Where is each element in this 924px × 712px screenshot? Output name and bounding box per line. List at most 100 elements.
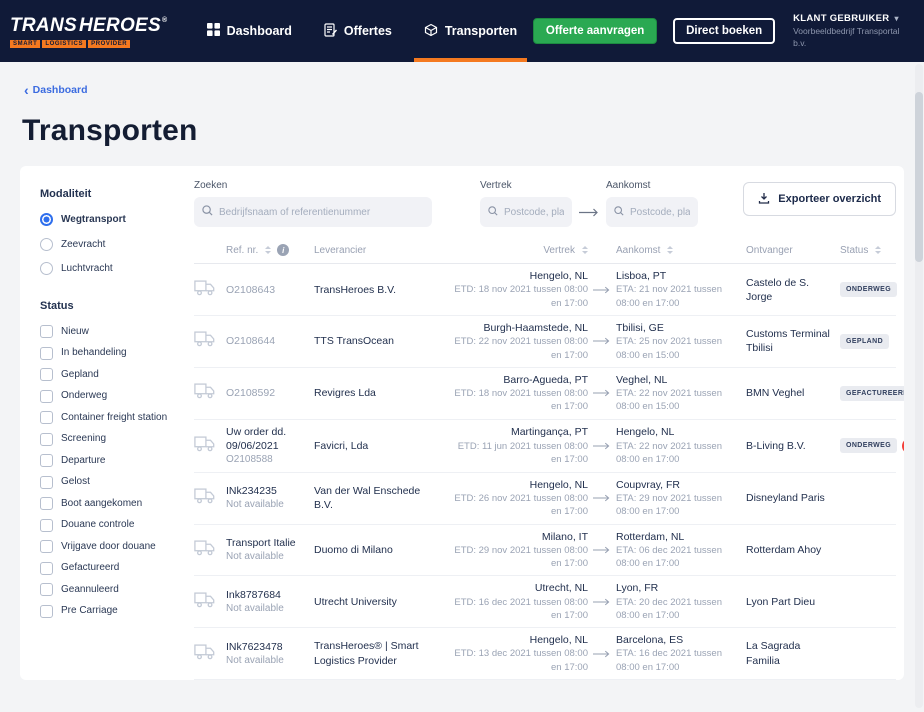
status-option[interactable]: Pre Carriage [40,604,170,618]
aankomst-place: Barcelona, ES [616,634,684,647]
option-label: Container freight station [61,411,168,423]
modaliteit-option[interactable]: Wegtransport [40,213,170,227]
status-option[interactable]: Geannuleerd [40,583,170,596]
sort-icon[interactable] [667,246,674,255]
checkbox-icon [40,389,53,403]
option-label: Boot aangekomen [61,497,143,509]
nav-item-transporten[interactable]: Transporten [408,0,533,62]
nav-label: Offertes [343,24,392,38]
main-nav: Dashboard Offertes Transporten [191,0,533,62]
breadcrumb[interactable]: ‹ Dashboard [24,83,88,97]
header-ontvanger: Ontvanger [746,245,840,256]
modaliteit-option[interactable]: Luchtvracht [40,262,170,276]
table-row[interactable]: Ink8787684 Not available Utrecht Univers… [194,576,896,629]
direct-boeken-button[interactable]: Direct boeken [673,17,776,45]
export-button[interactable]: Exporteer overzicht [743,182,896,216]
option-label: Gelost [61,476,90,487]
alert-count-badge[interactable]: 1 [902,437,904,454]
export-button-label: Exporteer overzicht [778,193,881,205]
ref-number: INk234235 [226,485,277,498]
status-option[interactable]: Douane controle [40,518,170,532]
status-option[interactable]: Onderweg [40,389,170,403]
vertrek-etd: ETD: 26 nov 2021 tussen 08:00 en 17:00 [454,493,588,518]
column-label: Ref. nr. [226,244,259,256]
table-row[interactable]: O2108643 TransHeroes B.V. Hengelo, NL ET… [194,264,898,317]
modaliteit-option[interactable]: Zeevracht [40,237,170,252]
table-row[interactable]: INk234235 Not available Van der Wal Ensc… [194,473,896,525]
nav-label: Dashboard [226,24,292,38]
status-badge: GEPLAND [840,333,890,349]
column-label: Status [840,244,869,256]
option-label: Geannuleerd [61,583,119,595]
table-row[interactable]: O2108644 TTS TransOcean Burgh-Haamstede,… [194,316,896,368]
leverancier-cell: Van der Wal Enschede B.V. [314,485,421,512]
status-option[interactable]: Screening [40,432,170,446]
tagline-smart: SMART [10,39,41,48]
table-row[interactable]: Uw order dd. 09/06/2021 O2108588 Favicri… [194,420,904,473]
status-option[interactable]: Boot aangekomen [40,497,170,510]
status-option[interactable]: Container freight station [40,411,170,424]
status-option[interactable]: Departure [40,454,170,467]
status-option[interactable]: Vrijgave door douane [40,540,170,553]
ontvanger-cell: La Sagrada Familia [746,640,801,667]
option-label: Luchtvracht [61,263,113,274]
sort-icon[interactable] [875,246,882,255]
status-cell: ONDERWEG 1 [840,437,904,454]
checkbox-icon [40,346,53,360]
aankomst-cell: Lisboa, PT ETA: 21 nov 2021 tussen 08:00… [614,269,746,310]
transports-card: Modaliteit Wegtransport Zeevracht Luchtv… [20,166,904,680]
offerte-aanvragen-button[interactable]: Offerte aanvragen [533,17,658,45]
search-icon [614,203,624,221]
table-row[interactable]: INk7623478 Not available TransHeroes® | … [194,628,896,680]
user-menu[interactable]: KLANT GEBRUIKER ▾ Voorbeeldbedrijf Trans… [793,13,912,49]
status-option[interactable]: Gepland [40,368,170,381]
truck-icon [194,643,226,665]
scrollbar-thumb[interactable] [915,92,923,262]
checkbox-icon [40,411,53,424]
truck-icon [194,330,226,352]
aankomst-place: Lisboa, PT [616,270,667,283]
vertrek-etd: ETD: 29 nov 2021 tussen 08:00 en 17:00 [454,544,588,570]
brand-logo[interactable]: TRANS HEROES ® SMART LOGISTICS PROVIDER [10,14,167,48]
ontvanger-cell: Disneyland Paris [746,492,825,505]
brand-part1: TRANS [10,14,77,36]
vertrek-etd: ETD: 16 dec 2021 tussen 08:00 en 17:00 [454,596,588,621]
leverancier-cell: TransHeroes® | Smart Logistics Provider [314,640,419,667]
leverancier-cell: TTS TransOcean [314,335,394,348]
option-label: Gefactureerd [61,562,120,573]
search-icon [488,203,498,221]
header-ref-nr[interactable]: Ref. nr. i [226,244,314,257]
option-label: Screening [61,433,107,444]
table-row[interactable]: O2108592 Revigres Lda Barro-Agueda, PT E… [194,368,904,420]
status-option[interactable]: In behandeling [40,346,170,360]
status-option[interactable]: Gelost [40,475,170,489]
search-input-wrap [194,197,432,227]
nav-item-dashboard[interactable]: Dashboard [191,0,308,62]
row-arrow-icon [588,650,614,658]
vertrek-cell: Burgh-Haamstede, NL ETD: 22 nov 2021 tus… [448,321,588,362]
vertrek-place: Utrecht, NL [534,582,588,595]
search-input[interactable] [219,206,424,218]
vertrek-input[interactable] [504,206,564,218]
aankomst-input[interactable] [630,206,690,218]
column-label: Leverancier [314,244,367,256]
table-row[interactable]: Transport Italie Not available Duomo di … [194,525,896,577]
filter-toolbar: Zoeken Vertrek [194,180,896,227]
option-label: Nieuw [61,325,89,337]
header-status[interactable]: Status [840,245,904,256]
header-aankomst[interactable]: Aankomst [614,245,746,256]
nav-item-offertes[interactable]: Offertes [308,0,408,62]
aankomst-eta: ETA: 29 nov 2021 tussen 08:00 en 17:00 [616,493,722,518]
aankomst-eta: ETA: 06 dec 2021 tussen 08:00 en 17:00 [616,544,722,570]
quote-document-icon [324,22,337,40]
info-icon[interactable]: i [277,244,290,257]
sort-icon[interactable] [582,246,588,255]
aankomst-cell: Barcelona, ES ETA: 16 dec 2021 tussen 08… [614,633,746,674]
status-options: Nieuw In behandeling Gepland Ond [40,325,170,618]
vertrek-cell: Barro-Agueda, PT ETD: 18 nov 2021 tussen… [448,373,588,414]
sort-icon[interactable] [265,246,272,255]
status-option[interactable]: Gefactureerd [40,561,170,575]
status-option[interactable]: Nieuw [40,325,170,338]
header-vertrek[interactable]: Vertrek [448,245,588,256]
ref-cell: INk234235 Not available [226,484,314,512]
